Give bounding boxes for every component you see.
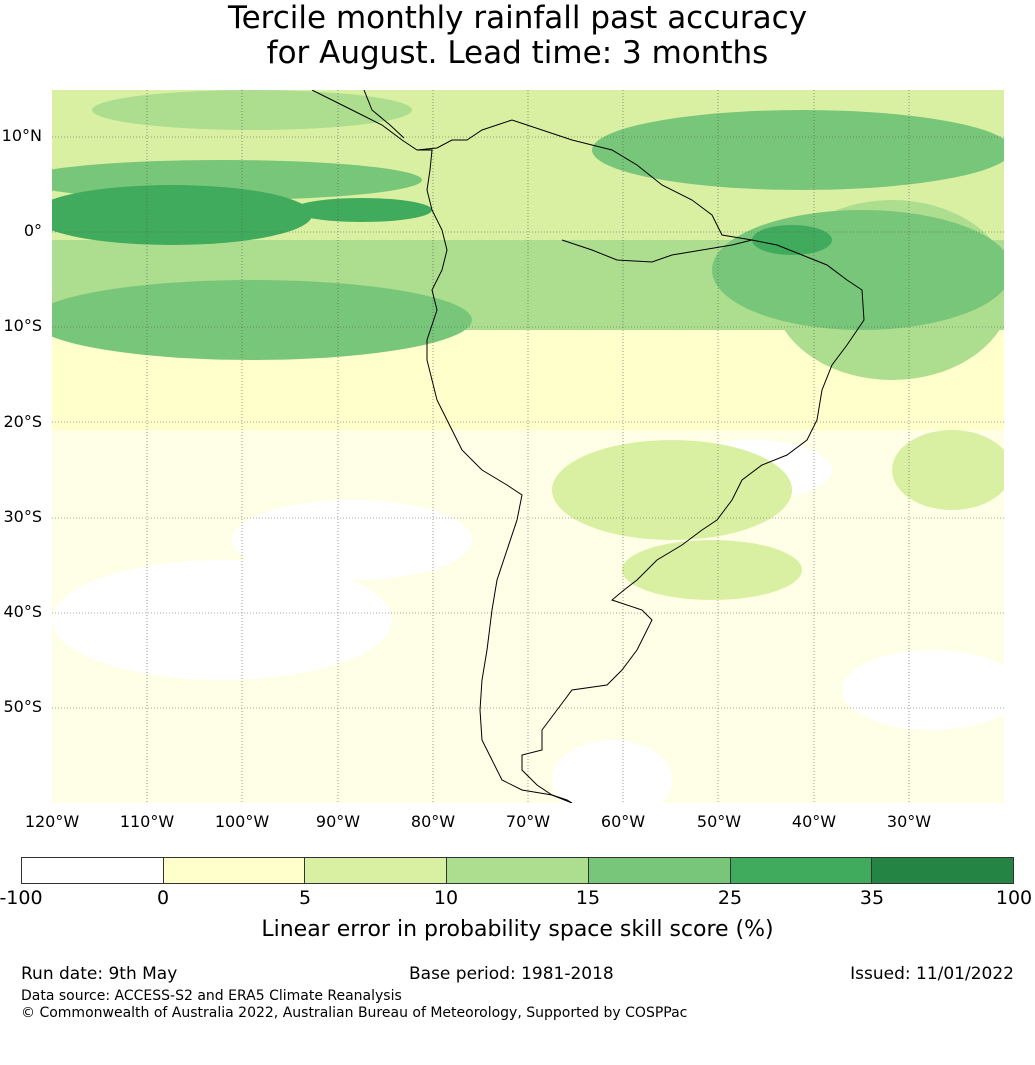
run-date: Run date: 9th May: [21, 964, 178, 984]
copyright: © Commonwealth of Australia 2022, Austra…: [21, 1005, 688, 1021]
lon-label: 120°W: [24, 812, 80, 831]
skill-map: [52, 90, 1004, 803]
lat-label: 10°N: [1, 126, 42, 145]
lon-label: 40°W: [791, 812, 837, 831]
lon-label: 50°W: [696, 812, 742, 831]
lat-label: 50°S: [3, 697, 42, 716]
lon-label: 100°W: [214, 812, 270, 831]
colorbar-tick: 10: [433, 887, 459, 909]
data-source: Data source: ACCESS-S2 and ERA5 Climate …: [21, 988, 402, 1004]
lat-label: 0°: [23, 221, 42, 240]
lon-label: 60°W: [600, 812, 646, 831]
colorbar-segment: [22, 858, 164, 883]
colorbar-tick: -100: [0, 887, 43, 909]
colorbar-tick: 0: [156, 887, 170, 909]
skill-bands: [52, 90, 1004, 803]
chart-title-line2: for August. Lead time: 3 months: [266, 35, 769, 71]
colorbar-tick: 5: [298, 887, 312, 909]
lon-label: 30°W: [886, 812, 932, 831]
colorbar-tick: 25: [717, 887, 743, 909]
colorbar-tick: 100: [995, 887, 1033, 909]
lat-label: 40°S: [3, 602, 42, 621]
chart-title-line1: Tercile monthly rainfall past accuracy: [227, 0, 808, 36]
colorbar: [21, 857, 1014, 884]
lon-label: 70°W: [505, 812, 551, 831]
lon-label: 90°W: [315, 812, 361, 831]
graticule: [52, 90, 1004, 803]
colorbar-segment: [305, 858, 448, 883]
coastline: [311, 90, 865, 803]
colorbar-label: Linear error in probability space skill …: [261, 917, 774, 942]
map-canvas: [52, 90, 1004, 803]
lat-label: 20°S: [3, 412, 42, 431]
colorbar-segment: [447, 858, 589, 883]
colorbar-segment: [872, 858, 1014, 883]
lon-label: 80°W: [410, 812, 456, 831]
issued-date: Issued: 11/01/2022: [850, 964, 1014, 984]
lat-label: 30°S: [3, 507, 42, 526]
colorbar-segment: [730, 858, 873, 883]
lat-label: 10°S: [3, 316, 42, 335]
colorbar-tick: 35: [859, 887, 885, 909]
lon-label: 110°W: [119, 812, 175, 831]
colorbar-segment: [588, 858, 731, 883]
colorbar-tick: 15: [575, 887, 601, 909]
base-period: Base period: 1981-2018: [409, 964, 614, 984]
colorbar-segment: [163, 858, 306, 883]
